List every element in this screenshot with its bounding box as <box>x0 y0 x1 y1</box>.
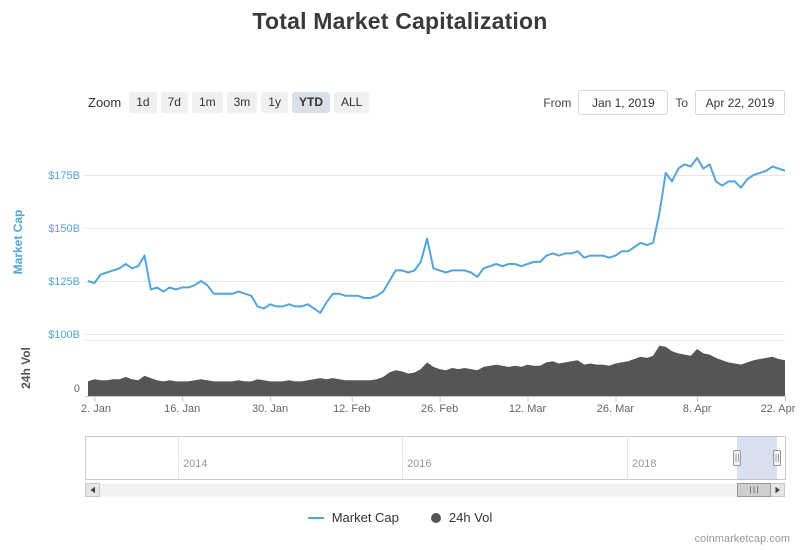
svg-text:$125B: $125B <box>48 276 80 288</box>
scrollbar-thumb[interactable] <box>737 483 771 497</box>
zoom-button-3m[interactable]: 3m <box>226 91 258 114</box>
svg-text:22. Apr: 22. Apr <box>761 403 796 415</box>
svg-text:26. Feb: 26. Feb <box>421 403 458 415</box>
svg-text:$100B: $100B <box>48 329 80 341</box>
circle-swatch-icon <box>430 512 441 523</box>
navigator-year-label: 2018 <box>632 458 656 470</box>
volume-axis-title: 24h Vol <box>19 347 33 389</box>
navigator-left-handle[interactable] <box>733 450 741 466</box>
market-cap-axis-title: Market Cap <box>11 210 25 275</box>
zoom-group: Zoom 1d 7d 1m 3m 1y YTD ALL <box>88 91 370 114</box>
svg-text:$175B: $175B <box>48 170 80 182</box>
chart-title: Total Market Capitalization <box>252 8 548 34</box>
zoom-button-1m[interactable]: 1m <box>191 91 223 114</box>
line-swatch-icon <box>307 516 324 519</box>
zoom-button-7d[interactable]: 7d <box>160 91 188 114</box>
scrollbar-right-button[interactable] <box>770 483 785 497</box>
zoom-label: Zoom <box>88 95 122 110</box>
navigator-year-label: 2014 <box>183 458 207 470</box>
zoom-buttons: 1d 7d 1m 3m 1y YTD ALL <box>129 91 370 114</box>
to-label: To <box>675 95 688 110</box>
zoom-button-1d[interactable]: 1d <box>129 91 157 114</box>
legend-item-label: 24h Vol <box>448 510 493 525</box>
zoom-button-all[interactable]: ALL <box>333 91 370 114</box>
market-cap-series <box>87 157 786 314</box>
gridlines <box>85 175 785 341</box>
legend: Market Cap 24h Vol <box>0 510 800 525</box>
svg-text:8. Apr: 8. Apr <box>683 403 712 415</box>
svg-text:0: 0 <box>74 383 80 395</box>
x-axis-labels: 2. Jan 16. Jan 30. Jan 12. Feb 26. Feb 12. Ma… <box>81 396 796 415</box>
legend-item-market-cap[interactable]: Market Cap <box>307 510 399 525</box>
from-label: From <box>543 95 572 110</box>
svg-text:2. Jan: 2. Jan <box>81 403 111 415</box>
navigator-track[interactable] <box>85 436 786 480</box>
navigator-right-handle[interactable] <box>773 450 781 466</box>
legend-item-24h-vol[interactable]: 24h Vol <box>430 510 493 525</box>
svg-text:12. Feb: 12. Feb <box>333 403 370 415</box>
svg-text:30. Jan: 30. Jan <box>252 403 288 415</box>
volume-axis-labels: 0 <box>74 383 80 395</box>
zoom-button-1y[interactable]: 1y <box>261 91 288 114</box>
from-date-input[interactable] <box>578 90 669 115</box>
main-chart-plot[interactable]: $100B $125B $150B $175B 02. Jan 16. Jan 30. Ja… <box>0 135 800 425</box>
navigator-selected-range[interactable] <box>737 436 777 480</box>
svg-text:$150B: $150B <box>48 223 80 235</box>
navigator: 2014 2016 2018 <box>85 436 786 497</box>
watermark: coinmarketcap.com <box>694 533 790 545</box>
legend-item-label: Market Cap <box>331 510 399 525</box>
zoom-button-ytd[interactable]: YTD <box>291 91 330 114</box>
market-cap-axis-labels: $100B $125B $150B $175B <box>48 170 80 341</box>
right-arrow-icon <box>775 486 780 494</box>
to-date-input[interactable] <box>695 90 785 115</box>
svg-text:26. Mar: 26. Mar <box>597 403 635 415</box>
svg-text:12. Mar: 12. Mar <box>509 403 547 415</box>
volume-series <box>88 345 785 396</box>
navigator-year-label: 2016 <box>407 458 431 470</box>
date-range-group: From To <box>543 90 785 115</box>
svg-text:16. Jan: 16. Jan <box>164 403 200 415</box>
left-arrow-icon <box>90 486 95 494</box>
scrollbar-left-button[interactable] <box>85 483 100 497</box>
scrollbar-track[interactable] <box>99 483 771 497</box>
